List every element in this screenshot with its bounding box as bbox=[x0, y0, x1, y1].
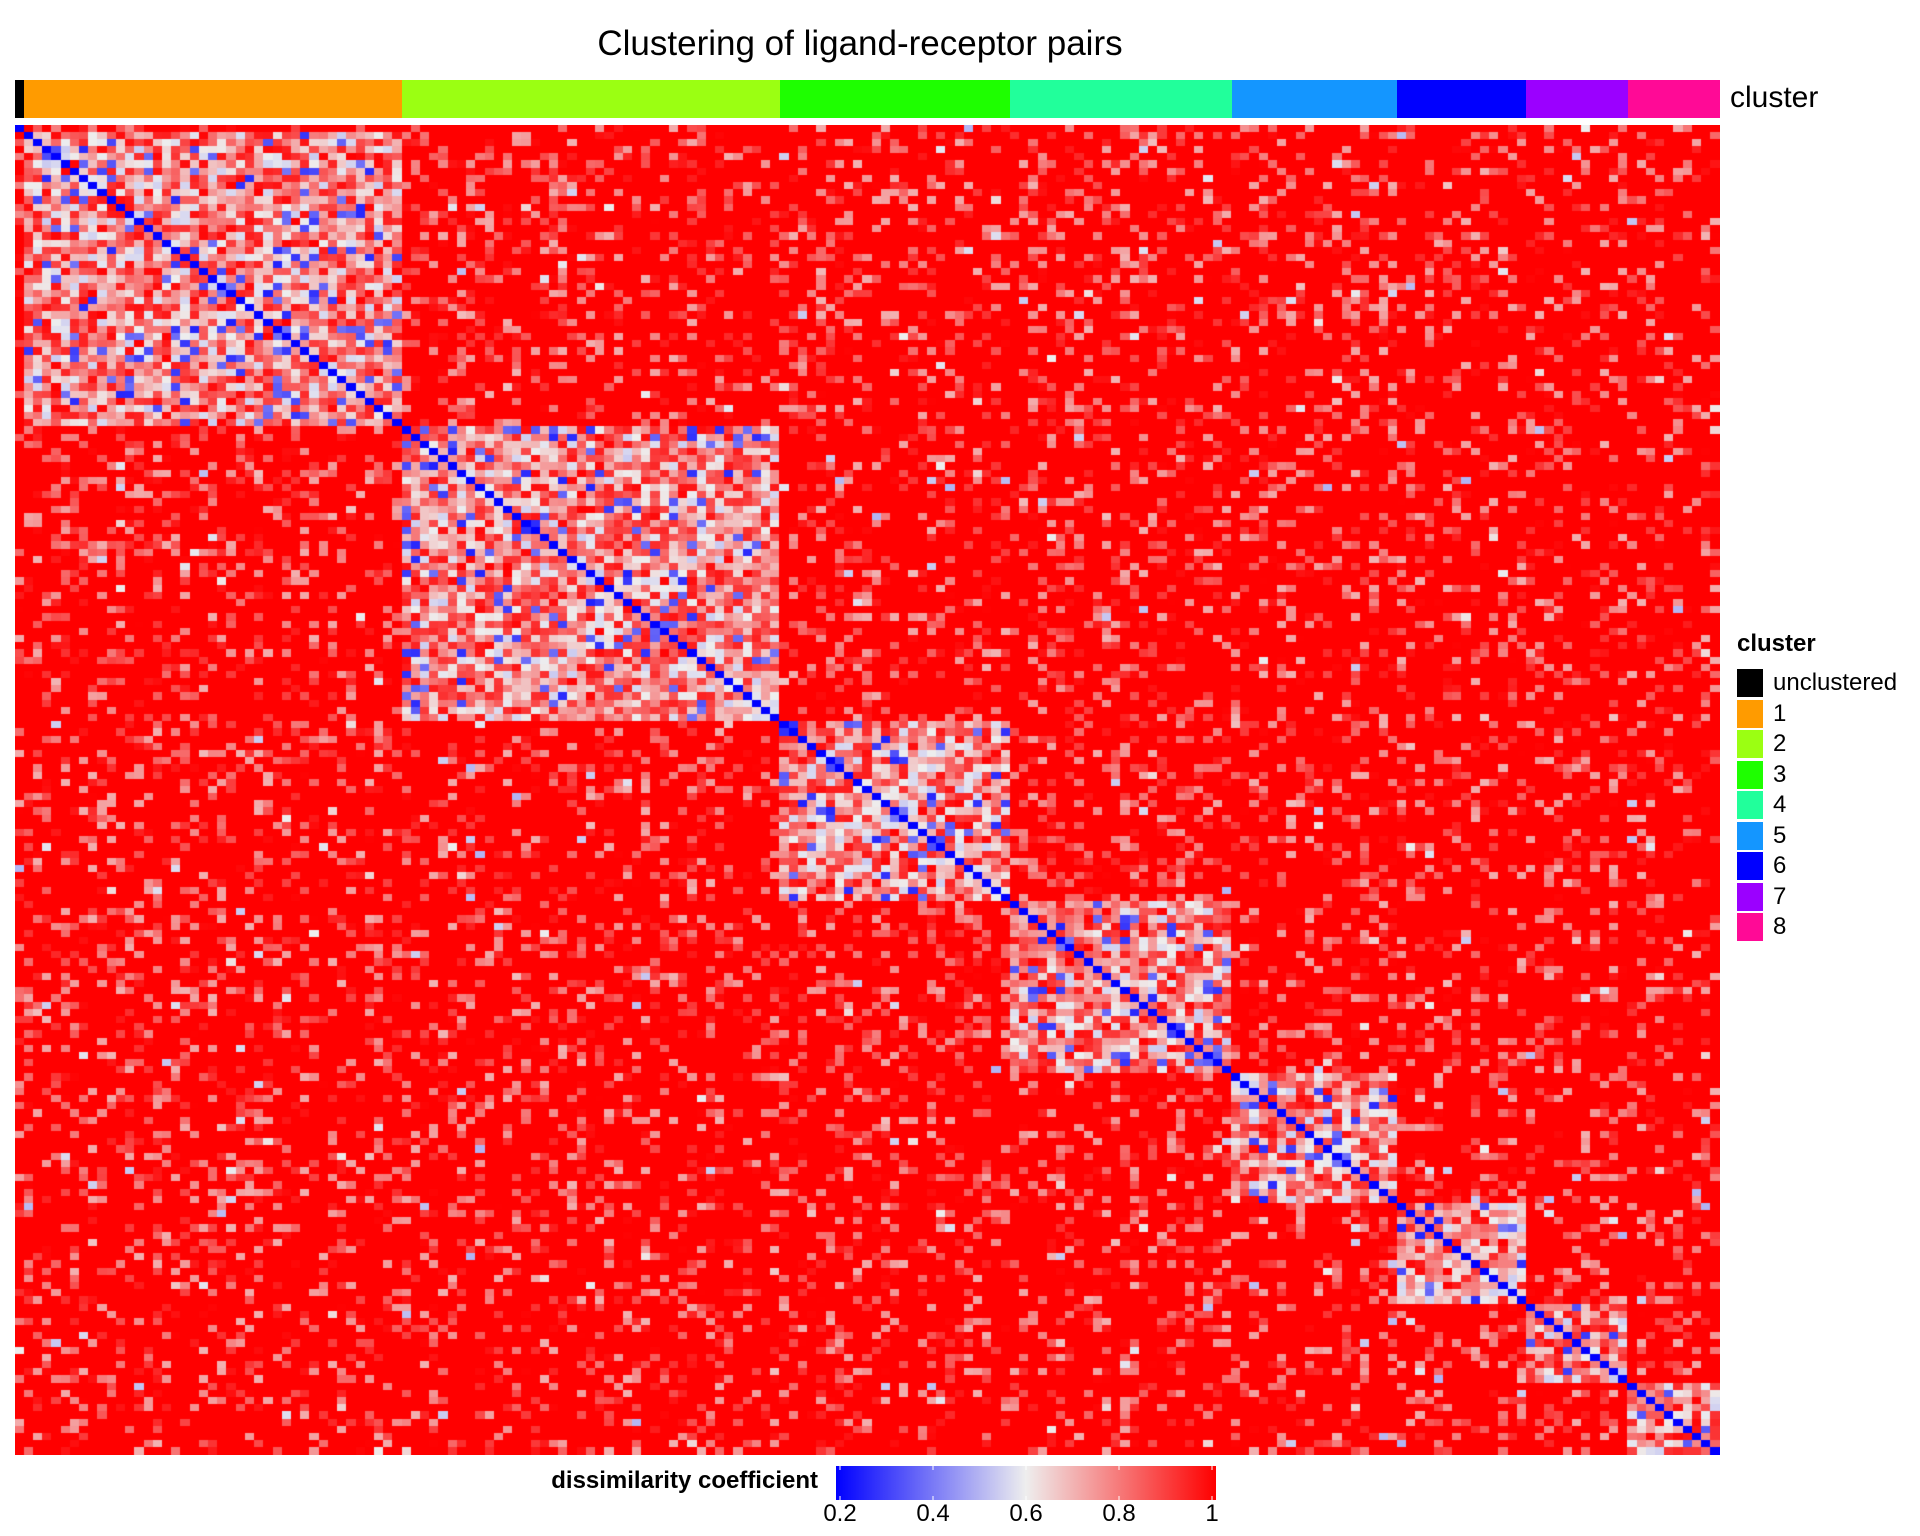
cluster-segment-5 bbox=[1231, 80, 1398, 118]
legend-swatch bbox=[1737, 760, 1763, 789]
legend-item-3: 3 bbox=[1737, 760, 1897, 791]
legend-label: 5 bbox=[1773, 821, 1787, 849]
cluster-segment-6 bbox=[1397, 80, 1527, 118]
colorbar-gradient bbox=[836, 1466, 1216, 1500]
cluster-segment-2 bbox=[402, 80, 780, 118]
legend-item-5: 5 bbox=[1737, 821, 1897, 852]
legend-swatch bbox=[1737, 913, 1763, 942]
heatmap-matrix bbox=[15, 125, 1720, 1455]
annotation-label: cluster bbox=[1730, 81, 1819, 114]
cluster-segment-unclustered bbox=[15, 80, 25, 118]
cluster-annotation-bar bbox=[15, 80, 1720, 118]
legend-label: 2 bbox=[1773, 730, 1787, 758]
cluster-segment-1 bbox=[24, 80, 403, 118]
legend-swatch bbox=[1737, 852, 1763, 881]
legend-swatch bbox=[1737, 730, 1763, 759]
legend-swatch bbox=[1737, 791, 1763, 820]
cluster-segment-7 bbox=[1526, 80, 1628, 118]
legend-item-8: 8 bbox=[1737, 912, 1897, 943]
cluster-legend: cluster unclustered 1 2 3 4 5 6 7 8 bbox=[1737, 630, 1897, 943]
cluster-segment-3 bbox=[779, 80, 1011, 118]
cluster-segment-8 bbox=[1627, 80, 1720, 118]
colorbar-title: dissimilarity coefficient bbox=[551, 1467, 818, 1494]
legend-item-unclustered: unclustered bbox=[1737, 668, 1897, 699]
legend-item-4: 4 bbox=[1737, 790, 1897, 821]
legend-label: 4 bbox=[1773, 791, 1787, 819]
chart-title: Clustering of ligand-receptor pairs bbox=[597, 24, 1123, 63]
legend-item-2: 2 bbox=[1737, 729, 1897, 760]
colorbar-tick-label: 1 bbox=[1205, 1500, 1219, 1527]
legend-title: cluster bbox=[1737, 630, 1816, 657]
colorbar bbox=[836, 1466, 1216, 1500]
legend-swatch bbox=[1737, 699, 1763, 728]
colorbar-tick-label: 0.6 bbox=[1009, 1500, 1043, 1527]
legend-swatch bbox=[1737, 669, 1763, 698]
colorbar-tick-label: 0.4 bbox=[916, 1500, 950, 1527]
legend-label: 3 bbox=[1773, 760, 1787, 788]
legend-label: 1 bbox=[1773, 699, 1787, 727]
legend-item-7: 7 bbox=[1737, 882, 1897, 913]
cluster-segment-4 bbox=[1010, 80, 1232, 118]
colorbar-tick-label: 0.2 bbox=[823, 1500, 857, 1527]
colorbar-tick-labels: 0.2 0.4 0.6 0.8 1 bbox=[823, 1500, 1219, 1530]
legend-item-6: 6 bbox=[1737, 851, 1897, 882]
legend-label: 7 bbox=[1773, 882, 1787, 910]
legend-label: 6 bbox=[1773, 852, 1787, 880]
legend-label: 8 bbox=[1773, 913, 1787, 941]
legend-swatch bbox=[1737, 821, 1763, 850]
legend-item-1: 1 bbox=[1737, 699, 1897, 730]
colorbar-tick-label: 0.8 bbox=[1102, 1500, 1136, 1527]
legend-label: unclustered bbox=[1773, 669, 1898, 697]
legend-swatch bbox=[1737, 882, 1763, 911]
